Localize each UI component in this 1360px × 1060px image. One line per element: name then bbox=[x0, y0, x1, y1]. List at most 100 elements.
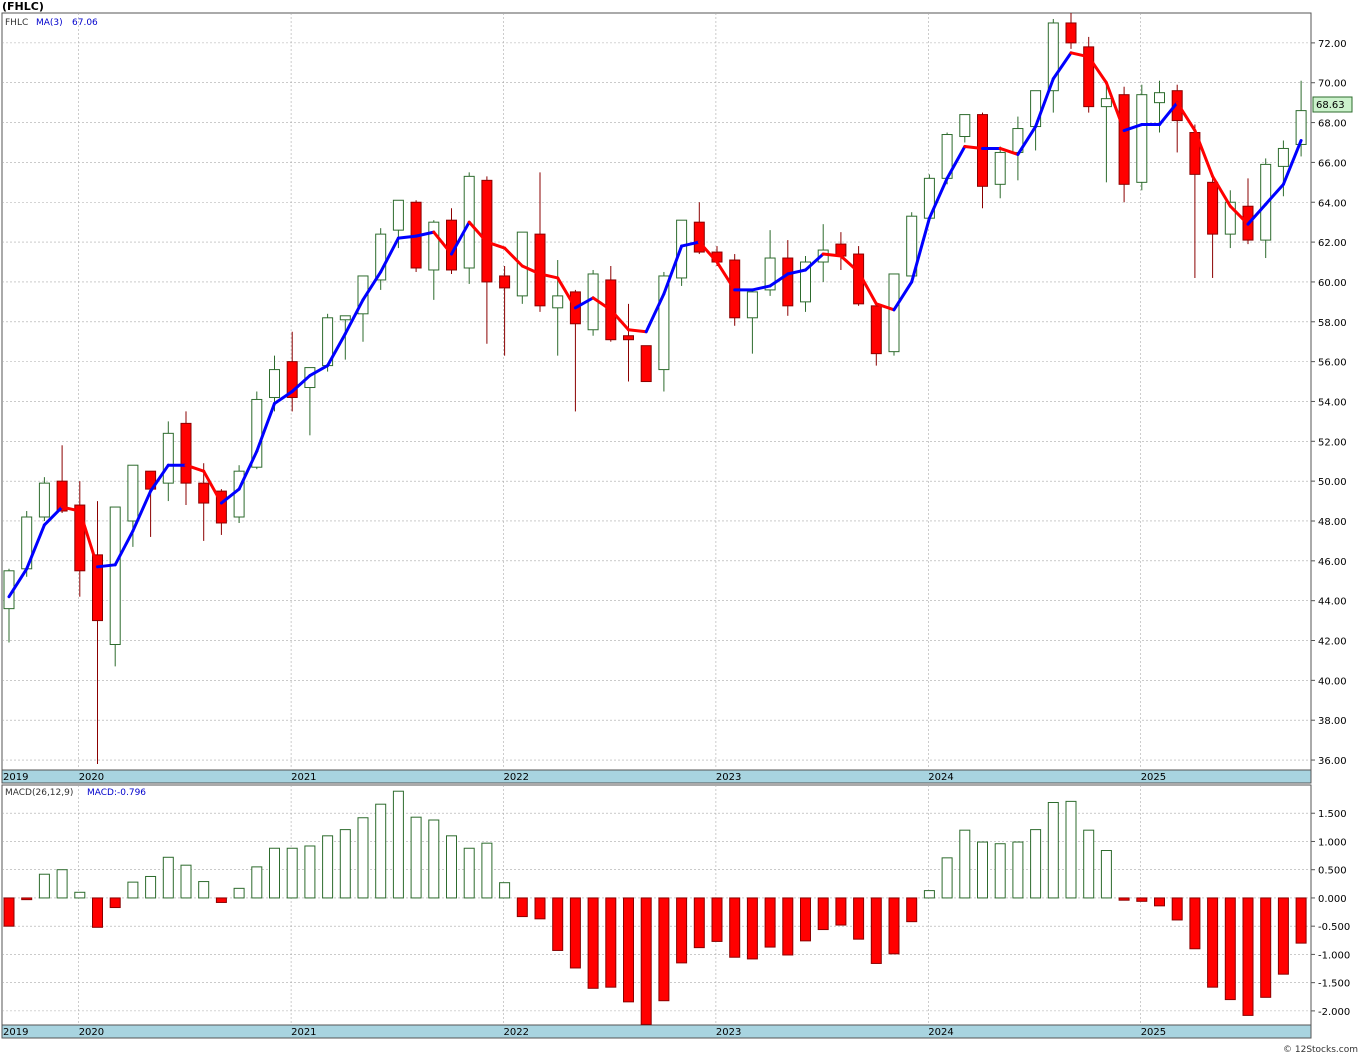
candle-down bbox=[499, 275, 511, 289]
candle-down bbox=[640, 345, 652, 383]
candle-down bbox=[870, 305, 882, 355]
candle-up bbox=[127, 464, 139, 522]
candle-down bbox=[56, 480, 68, 512]
macd-bar-positive bbox=[941, 857, 953, 899]
macd-bar-positive bbox=[1083, 829, 1095, 899]
ma-segment bbox=[184, 463, 206, 473]
price-tick-label: 68.00 bbox=[1318, 119, 1347, 130]
ma-segment bbox=[450, 220, 471, 256]
candle-up bbox=[375, 233, 387, 281]
ma-segment bbox=[113, 529, 135, 567]
price-tick-label: 58.00 bbox=[1318, 318, 1347, 329]
price-tick-label: 64.00 bbox=[1318, 198, 1347, 209]
ma-segment bbox=[202, 469, 223, 505]
candle-down bbox=[1207, 181, 1219, 235]
candle-down bbox=[286, 361, 298, 398]
price-tick-label: 60.00 bbox=[1318, 278, 1347, 289]
macd-bar-positive bbox=[959, 829, 971, 899]
ma-segment bbox=[149, 463, 170, 493]
macd-bar-positive bbox=[233, 887, 245, 899]
macd-bar-positive bbox=[357, 817, 369, 899]
candle-up bbox=[1136, 94, 1148, 183]
macd-bar-negative bbox=[605, 897, 617, 988]
macd-bar-positive bbox=[304, 845, 316, 899]
ma-segment bbox=[396, 234, 418, 240]
price-axis-band bbox=[1, 769, 1312, 784]
ma-segment bbox=[78, 509, 99, 569]
last-price-tag: 68.63 bbox=[1316, 100, 1345, 111]
candle-down bbox=[215, 490, 227, 524]
macd-tick-label: -0.500 bbox=[1318, 922, 1350, 933]
last-price-tag-bg bbox=[1312, 96, 1353, 113]
candle-up bbox=[764, 257, 776, 291]
ma-line bbox=[7, 51, 1303, 599]
macd-grid bbox=[2, 785, 1311, 1025]
macd-bar-negative bbox=[1171, 897, 1183, 921]
macd-bar-negative bbox=[800, 897, 811, 942]
ma-segment bbox=[219, 487, 241, 505]
ma-segment bbox=[237, 449, 259, 491]
macd-bar-negative bbox=[835, 897, 847, 926]
candle-up bbox=[906, 215, 918, 277]
macd-bar-positive bbox=[923, 890, 935, 899]
ma-segment bbox=[7, 567, 29, 599]
macd-bar-negative bbox=[516, 897, 528, 918]
x-tick-label: 2025 bbox=[1141, 772, 1166, 783]
candle-up bbox=[109, 506, 121, 645]
ma-value-legend: 67.06 bbox=[72, 18, 98, 28]
macd-bar-negative bbox=[640, 897, 652, 1025]
candle-down bbox=[1118, 94, 1130, 185]
ma-segment bbox=[361, 270, 383, 302]
macd-panel-frame bbox=[1, 784, 1312, 1026]
ma-segment bbox=[1034, 77, 1055, 129]
ma-segment bbox=[1087, 55, 1108, 85]
price-tick-label: 44.00 bbox=[1318, 597, 1347, 608]
macd-bar-positive bbox=[251, 866, 263, 899]
candle-up bbox=[552, 295, 564, 309]
candle-up bbox=[658, 275, 670, 371]
symbol-legend: FHLC bbox=[5, 18, 28, 28]
ma-segment bbox=[804, 252, 825, 272]
macd-bar-positive bbox=[410, 816, 422, 899]
price-tick-label: 70.00 bbox=[1318, 79, 1347, 90]
copyright: © 12Stocks.com bbox=[1283, 1045, 1358, 1055]
macd-tick-label: 1.500 bbox=[1318, 809, 1347, 820]
macd-tick-label: 0.000 bbox=[1318, 894, 1347, 905]
macd-bar-positive bbox=[145, 875, 157, 899]
candle-up bbox=[162, 432, 174, 484]
candle-down bbox=[180, 422, 192, 484]
candle-up bbox=[1047, 22, 1059, 92]
x-tick-label: 2023 bbox=[716, 1027, 741, 1038]
macd-bar-positive bbox=[38, 873, 50, 899]
candle-down bbox=[534, 233, 546, 307]
macd-bar-positive bbox=[1100, 850, 1112, 899]
ma-segment bbox=[573, 296, 595, 310]
candle-down bbox=[198, 482, 210, 504]
price-tick-label: 56.00 bbox=[1318, 358, 1347, 369]
candle-down bbox=[977, 114, 988, 187]
ma-segment bbox=[998, 146, 1020, 156]
candle-up bbox=[269, 369, 280, 398]
candle-up bbox=[888, 273, 900, 353]
ma-segment bbox=[1104, 81, 1126, 133]
macd-bar-negative bbox=[658, 897, 670, 1002]
ma-segment bbox=[1016, 125, 1038, 156]
macd-bar-positive bbox=[994, 843, 1006, 899]
macd-bar-positive bbox=[499, 882, 511, 899]
x-tick-label: 2021 bbox=[291, 1027, 316, 1038]
macd-bar-negative bbox=[92, 897, 103, 928]
ma-segment bbox=[96, 563, 117, 569]
candle-down bbox=[74, 504, 86, 572]
macd-bar-negative bbox=[711, 897, 723, 942]
ma-segment bbox=[768, 272, 790, 288]
macd-tick-label: -1.000 bbox=[1318, 950, 1350, 961]
macd-bar-negative bbox=[1277, 897, 1289, 975]
macd-bar-negative bbox=[1295, 897, 1307, 944]
ma-segment bbox=[680, 240, 701, 248]
x-axis-labels: 2019 2019 2020 2020 2021 2021 2022 2022 2023 2023… bbox=[3, 772, 1166, 1038]
macd-bar-positive bbox=[481, 842, 493, 899]
ma-segment bbox=[308, 364, 330, 378]
macd-tick-label: -1.500 bbox=[1318, 979, 1350, 990]
candle-down bbox=[1083, 46, 1095, 108]
macd-bar-negative bbox=[853, 897, 865, 940]
